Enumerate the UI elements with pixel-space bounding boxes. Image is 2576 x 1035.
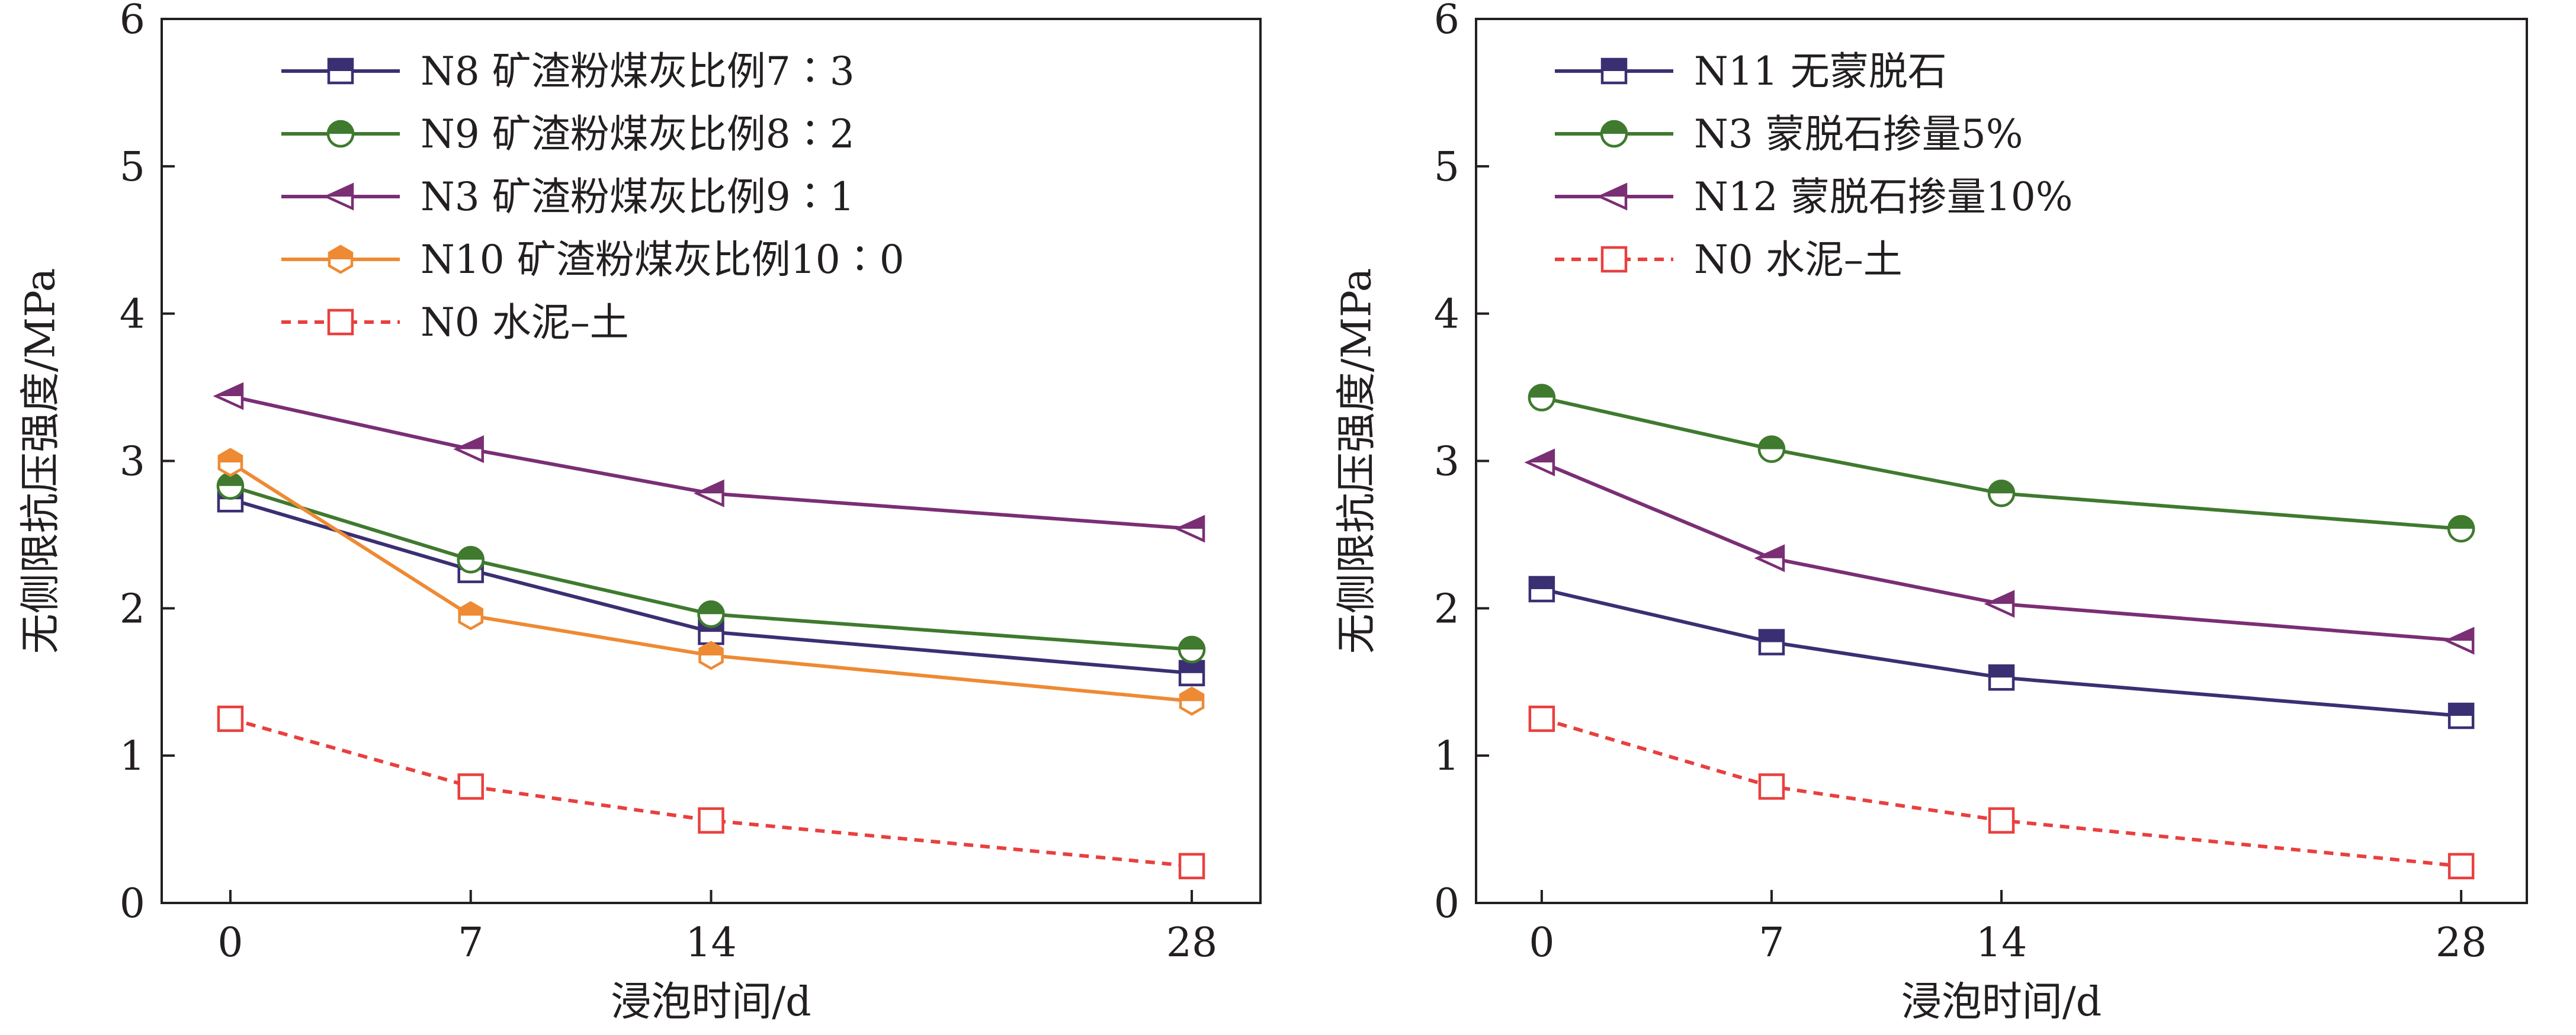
legend-label: N8 矿渣粉煤灰比例7∶3 xyxy=(421,49,855,94)
legend-label: N10 矿渣粉煤灰比例10∶0 xyxy=(421,237,904,282)
legend-label: N9 矿渣粉煤灰比例8∶2 xyxy=(421,111,855,157)
x-tick-label: 0 xyxy=(1529,920,1554,966)
data-point-N0 xyxy=(457,773,484,800)
legend-marker xyxy=(1600,246,1628,273)
data-point-N11 xyxy=(1528,576,1555,603)
data-point-N0 xyxy=(698,807,724,834)
legend-label: N3 矿渣粉煤灰比例9∶1 xyxy=(421,174,855,220)
data-point-N9 xyxy=(216,472,245,500)
legend-marker xyxy=(327,308,354,336)
x-tick-label: 7 xyxy=(458,920,483,966)
data-point-N0 xyxy=(1178,853,1205,880)
y-tick-label: 0 xyxy=(120,880,145,927)
series-line-N8 xyxy=(230,497,1192,675)
data-point-N10 xyxy=(698,641,724,670)
legend-label: N3 蒙脱石掺量5% xyxy=(1694,111,2023,157)
data-point-N0b xyxy=(2447,853,2475,880)
data-point-N3b xyxy=(1987,479,2016,507)
y-axis-title: 无侧限抗压强度/MPa xyxy=(1334,268,1381,654)
legend-label: N11 无蒙脱石 xyxy=(1694,49,1947,94)
legend-marker xyxy=(326,120,355,148)
x-tick-label: 14 xyxy=(685,920,737,966)
legend-label: N0 水泥–土 xyxy=(421,300,629,345)
series-line-N3b xyxy=(1541,396,2462,531)
y-tick-label: 2 xyxy=(120,586,145,632)
series-line-N9 xyxy=(230,484,1192,651)
x-axis-title: 浸泡时间/d xyxy=(611,979,811,1026)
data-point-N3 xyxy=(1174,515,1205,543)
data-point-N3 xyxy=(213,382,244,410)
x-tick-label: 28 xyxy=(1166,920,1218,966)
series-line-N12 xyxy=(1541,461,2462,643)
x-tick-label: 0 xyxy=(217,920,243,966)
series-line-N11 xyxy=(1541,587,2462,718)
data-point-N12 xyxy=(2443,626,2475,655)
legend-marker xyxy=(1600,120,1628,148)
y-tick-label: 5 xyxy=(120,144,145,191)
data-point-N10 xyxy=(217,448,243,477)
data-point-N3b xyxy=(1528,384,1556,412)
data-point-N10 xyxy=(1179,686,1205,716)
data-point-N9 xyxy=(697,600,725,628)
data-point-N11 xyxy=(2447,702,2475,729)
y-tick-label: 4 xyxy=(120,291,145,338)
data-point-N12 xyxy=(1754,544,1785,573)
y-tick-label: 1 xyxy=(1434,733,1459,780)
series-line-N0b xyxy=(1541,717,2462,868)
data-point-N0b xyxy=(1758,773,1785,800)
data-point-N9 xyxy=(1178,635,1206,664)
x-axis-title: 浸泡时间/d xyxy=(1901,979,2102,1026)
legend-marker xyxy=(327,57,354,85)
y-tick-label: 4 xyxy=(1434,291,1459,338)
y-tick-label: 6 xyxy=(120,0,145,43)
data-point-N3 xyxy=(694,479,724,507)
y-tick-label: 6 xyxy=(1434,0,1459,43)
data-point-N0b xyxy=(1528,705,1555,732)
data-point-N11 xyxy=(1988,664,2015,691)
y-tick-label: 3 xyxy=(1434,439,1459,486)
left-chart: 0 1 2 3 4 5 6 0 7 14 28 浸泡时间/d 无侧限抗压强度/MPa N8 矿渣粉煤灰比例… xyxy=(18,0,1262,1026)
y-tick-label: 0 xyxy=(1434,880,1459,927)
right-chart: 0 1 2 3 4 5 6 0 7 14 28 浸泡时间/d 无侧限抗压强度/MPa N11 无蒙脱石 N3… xyxy=(1334,0,2528,1026)
legend-marker xyxy=(1596,182,1628,211)
data-point-N3b xyxy=(1757,435,1786,463)
data-point-N3b xyxy=(2447,515,2475,543)
legend-marker xyxy=(328,245,354,274)
legend-label: N12 蒙脱石掺量10% xyxy=(1694,174,2073,220)
x-tick-label: 7 xyxy=(1759,920,1784,966)
data-point-N12 xyxy=(1524,448,1555,477)
series-line-N0 xyxy=(230,717,1192,868)
data-point-N0b xyxy=(1988,807,2015,834)
data-point-N8 xyxy=(1178,660,1205,687)
x-tick-label: 28 xyxy=(2436,920,2487,966)
series-line-N3 xyxy=(230,394,1192,531)
y-tick-label: 2 xyxy=(1434,586,1459,632)
x-tick-label: 14 xyxy=(1976,920,2028,966)
y-tick-label: 3 xyxy=(120,439,145,486)
data-point-N12 xyxy=(1984,590,2015,618)
legend-marker xyxy=(323,182,354,211)
data-point-N11 xyxy=(1758,629,1785,655)
legend-marker xyxy=(1600,57,1628,85)
series-line-N10 xyxy=(229,461,1192,703)
y-axis-title: 无侧限抗压强度/MPa xyxy=(18,268,65,654)
y-tick-label: 1 xyxy=(120,733,145,780)
data-point-N10 xyxy=(458,601,484,631)
data-point-N3 xyxy=(453,435,484,464)
data-point-N0 xyxy=(217,705,244,732)
data-point-N9 xyxy=(457,545,485,574)
legend-label: N0 水泥–土 xyxy=(1694,237,1903,282)
y-tick-label: 5 xyxy=(1434,144,1459,191)
